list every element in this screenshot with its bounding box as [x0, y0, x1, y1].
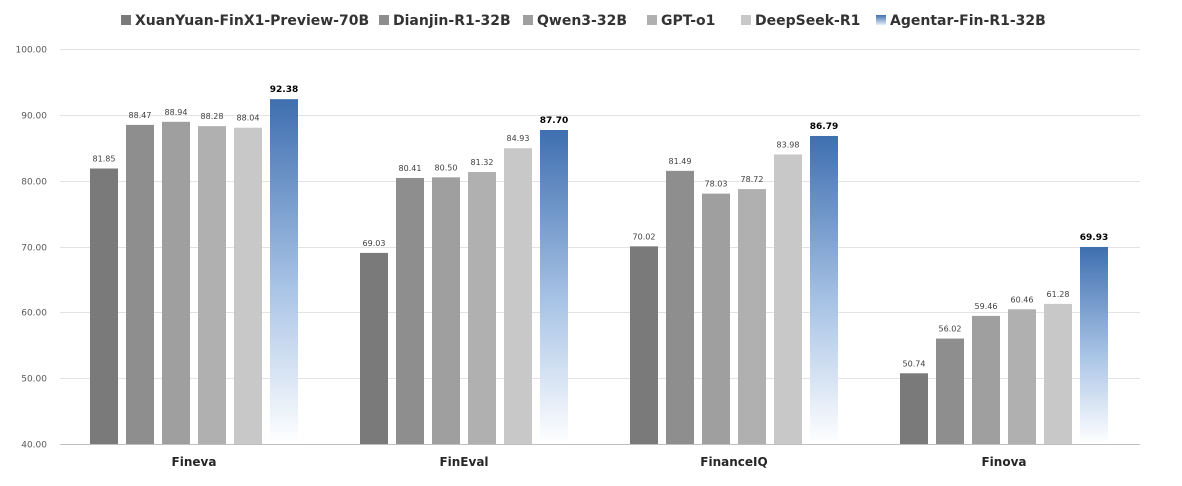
y-tick-label: 80.00	[21, 178, 47, 188]
data-label: 81.49	[669, 157, 692, 166]
legend-label: Agentar-Fin-R1-32B	[890, 13, 1046, 29]
category-label: FinEval	[439, 455, 488, 469]
data-label: 81.85	[93, 154, 116, 163]
data-label: 86.79	[810, 122, 838, 132]
category-label: Fineva	[172, 455, 217, 469]
bar	[360, 252, 388, 444]
bars	[90, 99, 1108, 445]
data-label: 78.03	[705, 180, 728, 189]
data-label: 80.50	[435, 163, 458, 172]
legend-swatch	[379, 15, 389, 25]
x-axis: Fineva FinEval FinanceIQ Finova	[172, 455, 1027, 469]
bar	[1080, 246, 1108, 444]
y-axis: 40.00 50.00 60.00 70.00 80.00 90.00 100.00	[16, 46, 48, 451]
bar	[540, 129, 568, 444]
legend-swatch	[876, 15, 886, 25]
bar	[234, 127, 262, 444]
data-label: 92.38	[270, 85, 298, 95]
category-label: FinanceIQ	[700, 455, 767, 469]
y-tick-label: 50.00	[21, 375, 47, 385]
y-tick-label: 90.00	[21, 112, 47, 122]
category-label: Finova	[981, 455, 1026, 469]
legend-label: Qwen3-32B	[537, 13, 627, 29]
data-label: 88.28	[201, 112, 224, 121]
data-label: 81.32	[471, 158, 494, 167]
data-label: 88.04	[237, 114, 260, 123]
data-label: 56.02	[939, 325, 962, 334]
legend-swatch	[121, 15, 131, 25]
bar	[504, 148, 532, 445]
data-label: 87.70	[540, 116, 568, 126]
bar	[630, 246, 658, 444]
bar	[432, 177, 460, 444]
legend-swatch	[647, 15, 657, 25]
bar	[810, 135, 838, 445]
y-tick-label: 70.00	[21, 244, 47, 254]
data-label: 84.93	[507, 134, 530, 143]
legend-label: Dianjin-R1-32B	[393, 13, 511, 29]
legend-swatch	[523, 15, 533, 25]
bar	[198, 126, 226, 444]
legend-label: DeepSeek-R1	[755, 13, 860, 29]
bar	[90, 168, 118, 445]
data-label: 88.94	[165, 108, 188, 117]
legend: XuanYuan-FinX1-Preview-70B Dianjin-R1-32B…	[121, 13, 1046, 29]
bar	[270, 99, 298, 444]
bar	[666, 170, 694, 445]
bar	[1044, 303, 1072, 444]
data-label: 69.93	[1080, 233, 1108, 243]
y-tick-label: 100.00	[16, 46, 48, 56]
data-label: 88.47	[129, 111, 152, 120]
bar	[162, 121, 190, 444]
data-labels: 81.85 69.03 70.02 50.74 88.47 80.41 81.49 56.02…	[93, 85, 1109, 368]
bar	[900, 373, 928, 444]
data-label: 78.72	[741, 175, 764, 184]
data-label: 80.41	[399, 164, 422, 173]
legend-swatch	[741, 15, 751, 25]
data-label: 50.74	[903, 359, 926, 368]
bar	[468, 171, 496, 444]
data-label: 70.02	[633, 232, 656, 241]
bar	[396, 177, 424, 444]
data-label: 83.98	[777, 140, 800, 149]
bar	[1008, 309, 1036, 444]
data-label: 60.46	[1011, 295, 1034, 304]
bar	[126, 124, 154, 445]
bar	[738, 189, 766, 444]
data-label: 61.28	[1047, 290, 1070, 299]
bar	[774, 154, 802, 444]
bar	[936, 338, 964, 444]
data-label: 59.46	[975, 302, 998, 311]
legend-label: GPT-o1	[661, 13, 715, 29]
bar	[702, 193, 730, 444]
y-tick-label: 60.00	[21, 309, 47, 319]
y-tick-label: 40.00	[21, 441, 47, 451]
bar	[972, 315, 1000, 444]
legend-label: XuanYuan-FinX1-Preview-70B	[135, 13, 369, 29]
data-label: 69.03	[363, 239, 386, 248]
